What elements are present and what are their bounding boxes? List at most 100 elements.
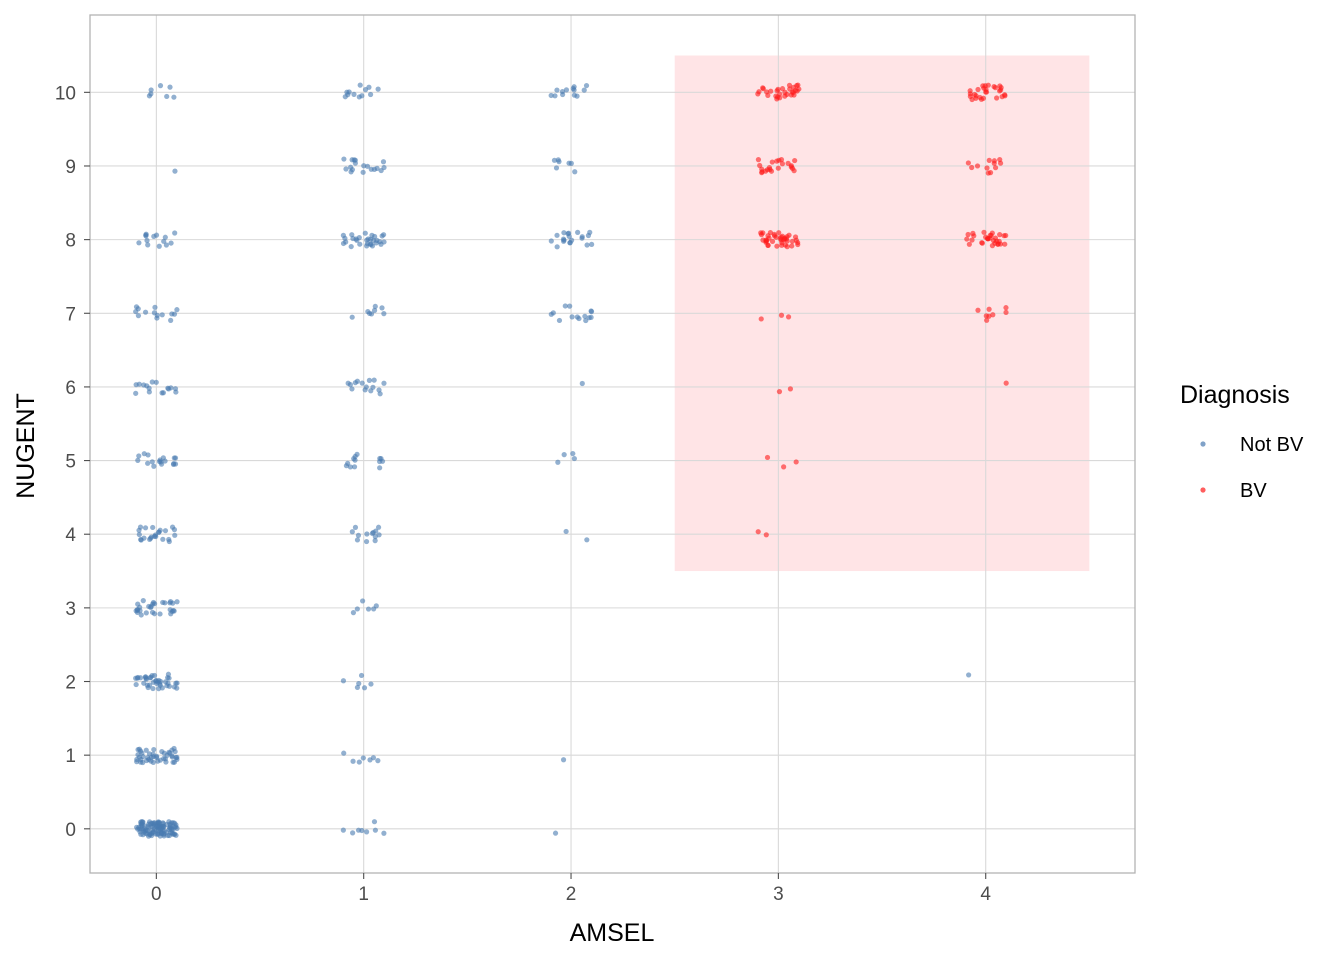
point-bv [981,229,987,235]
point-bv [769,238,776,244]
point-not-bv [133,304,140,310]
point-not-bv [354,606,360,612]
point-not-bv [574,93,580,99]
point-not-bv [347,464,354,470]
point-not-bv [371,819,378,825]
point-not-bv [169,524,176,530]
point-not-bv [357,241,363,247]
point-not-bv [172,230,178,236]
point-bv [1002,241,1008,247]
point-not-bv [368,681,374,687]
point-not-bv [571,455,577,462]
point-not-bv [554,232,560,238]
point-not-bv [375,86,381,92]
point-not-bv [584,242,590,248]
point-not-bv [360,755,366,761]
point-not-bv [133,681,139,688]
point-not-bv [350,758,356,764]
point-not-bv [563,528,569,535]
point-not-bv [365,606,372,612]
point-not-bv [133,308,139,315]
point-not-bv [174,680,180,686]
point-not-bv [377,458,383,465]
point-bv [765,92,771,98]
point-not-bv [368,241,374,247]
point-not-bv [571,87,577,93]
point-not-bv [154,680,160,687]
point-bv [1003,380,1009,386]
point-not-bv [157,457,163,463]
point-bv [782,235,788,241]
point-not-bv [340,827,346,833]
y-tick-label: 1 [65,746,76,767]
point-bv [757,162,763,169]
point-not-bv [171,455,177,461]
point-not-bv [359,380,365,386]
point-not-bv [352,160,358,166]
point-bv [775,165,781,171]
y-tick-label: 8 [65,231,76,252]
point-bv [764,454,771,461]
point-not-bv [135,313,142,319]
point-not-bv [359,93,365,99]
point-not-bv [136,531,142,538]
point-bv [991,158,997,164]
point-bv [986,157,992,163]
point-bv [776,230,782,236]
point-not-bv [354,378,360,384]
point-not-bv [589,241,595,247]
point-not-bv [372,233,378,240]
point-not-bv [561,452,567,458]
point-bv [763,237,769,243]
point-not-bv [554,244,560,250]
point-not-bv [160,599,166,606]
point-not-bv [143,610,149,616]
point-not-bv [151,310,158,316]
point-bv [965,160,971,166]
point-bv [994,95,1000,101]
point-not-bv [372,303,378,310]
point-not-bv [555,459,561,465]
point-not-bv [148,87,154,93]
point-not-bv [164,93,170,100]
point-not-bv [149,379,155,385]
point-not-bv [133,390,139,396]
point-not-bv [553,165,560,171]
point-not-bv [358,672,365,679]
point-not-bv [372,538,378,544]
point-not-bv [583,317,589,324]
point-not-bv [378,167,384,174]
point-not-bv [172,532,178,538]
point-not-bv [151,746,157,753]
point-not-bv [150,524,156,531]
point-not-bv [144,757,150,764]
point-bv [785,314,792,320]
point-not-bv [356,680,362,687]
point-not-bv [168,317,174,323]
point-not-bv [360,598,366,604]
point-bv [969,96,975,103]
point-not-bv [148,534,154,540]
point-not-bv [140,598,146,604]
point-not-bv [171,461,177,467]
point-not-bv [570,450,576,457]
point-not-bv [159,390,165,396]
point-not-bv [349,232,355,238]
point-bv [971,233,977,239]
point-not-bv [167,600,173,606]
point-bv [785,160,791,166]
y-tick-label: 6 [65,378,76,399]
point-not-bv [567,303,573,309]
point-not-bv [351,464,358,470]
point-bv [779,86,786,92]
point-not-bv [160,536,166,542]
point-not-bv [146,385,152,391]
point-not-bv [363,538,370,545]
y-tick-label: 9 [65,157,76,178]
point-bv [777,95,783,101]
point-not-bv [162,458,168,464]
point-not-bv [582,313,588,319]
point-not-bv [142,674,149,680]
point-not-bv [168,240,174,246]
